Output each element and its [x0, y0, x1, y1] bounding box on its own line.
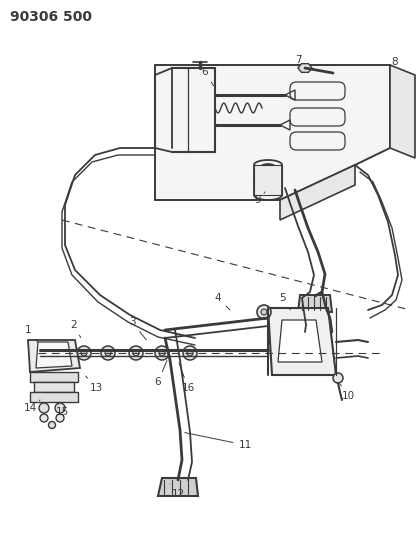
Circle shape: [129, 346, 143, 360]
Polygon shape: [298, 63, 312, 72]
Circle shape: [254, 164, 282, 192]
Circle shape: [39, 403, 49, 413]
Circle shape: [56, 414, 64, 422]
Text: 11: 11: [185, 433, 252, 450]
Circle shape: [187, 350, 193, 356]
Text: 12: 12: [170, 484, 185, 499]
Circle shape: [155, 346, 169, 360]
Text: 5: 5: [279, 293, 290, 310]
Polygon shape: [268, 308, 336, 375]
Circle shape: [49, 422, 55, 429]
Polygon shape: [390, 65, 415, 158]
Circle shape: [183, 346, 197, 360]
Circle shape: [133, 350, 139, 356]
Circle shape: [55, 346, 69, 360]
Circle shape: [101, 346, 115, 360]
Polygon shape: [298, 295, 332, 312]
Text: 13: 13: [86, 376, 103, 393]
Polygon shape: [36, 342, 72, 368]
Text: 14: 14: [23, 400, 40, 413]
Text: 7: 7: [295, 55, 301, 65]
Polygon shape: [28, 340, 80, 372]
Text: 6: 6: [202, 67, 213, 86]
Text: 10: 10: [340, 384, 354, 401]
Circle shape: [261, 309, 267, 315]
Polygon shape: [254, 165, 282, 195]
Polygon shape: [158, 478, 198, 496]
Circle shape: [81, 350, 87, 356]
Circle shape: [260, 170, 276, 186]
Polygon shape: [30, 392, 78, 402]
Text: 4: 4: [215, 293, 230, 310]
Polygon shape: [34, 382, 74, 392]
Circle shape: [159, 350, 165, 356]
Circle shape: [257, 305, 271, 319]
Text: 6: 6: [155, 360, 167, 387]
Text: 16: 16: [179, 362, 195, 393]
Polygon shape: [280, 165, 355, 220]
Text: 90306 500: 90306 500: [10, 10, 92, 24]
Text: 8: 8: [392, 57, 398, 67]
Circle shape: [40, 414, 48, 422]
Circle shape: [59, 350, 65, 356]
Polygon shape: [155, 65, 390, 200]
Text: 3: 3: [129, 317, 146, 340]
Circle shape: [333, 373, 343, 383]
Text: 2: 2: [71, 320, 81, 337]
Text: 9: 9: [255, 192, 265, 205]
Polygon shape: [30, 372, 78, 382]
Text: 15: 15: [55, 403, 69, 417]
Text: 1: 1: [25, 325, 38, 343]
Circle shape: [77, 346, 91, 360]
Circle shape: [55, 403, 65, 413]
Circle shape: [105, 350, 111, 356]
Polygon shape: [278, 320, 322, 362]
